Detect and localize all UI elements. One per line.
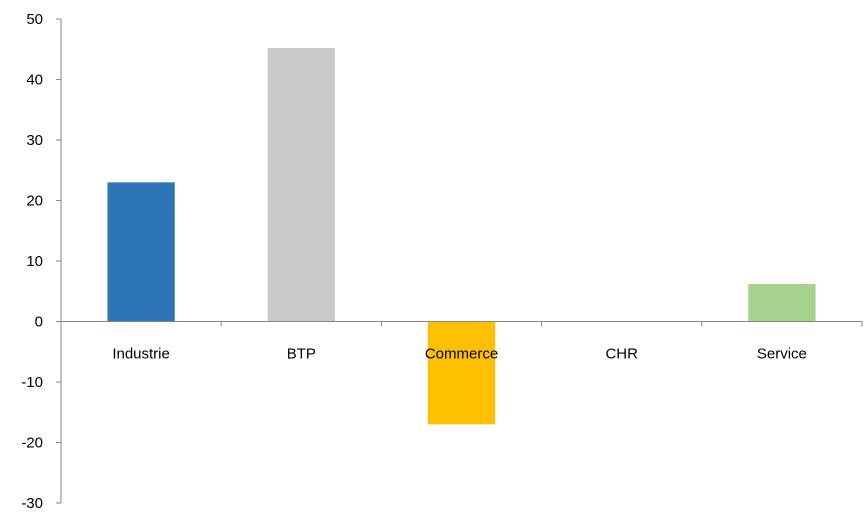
category-label-industrie: Industrie [112,346,170,363]
category-label-chr: CHR [605,346,638,363]
category-label-btp: BTP [287,346,316,363]
y-tick-label: 30 [26,132,43,149]
y-tick-label: 50 [26,11,43,28]
category-label-commerce: Commerce [425,346,498,363]
y-tick-label: 10 [26,253,43,270]
y-tick-label: -20 [21,435,43,452]
bar-industrie [107,182,175,322]
y-tick-label: 40 [26,72,43,89]
x-ticks [60,321,863,327]
bar-commerce [427,321,496,425]
y-tick-label: -10 [21,374,43,391]
y-tick-label: 0 [35,314,43,331]
bar-service [748,283,816,322]
category-label-service: Service [757,346,807,363]
y-ticks: -30 -20 -10 0 10 20 30 40 50 [21,11,61,512]
category-labels: Industrie BTP Commerce CHR Service [112,346,807,363]
bar-btp [267,48,335,322]
y-tick-label: -30 [21,495,43,512]
bars-layer [107,48,816,425]
axes-layer [60,19,862,503]
y-tick-label: 20 [26,193,43,210]
